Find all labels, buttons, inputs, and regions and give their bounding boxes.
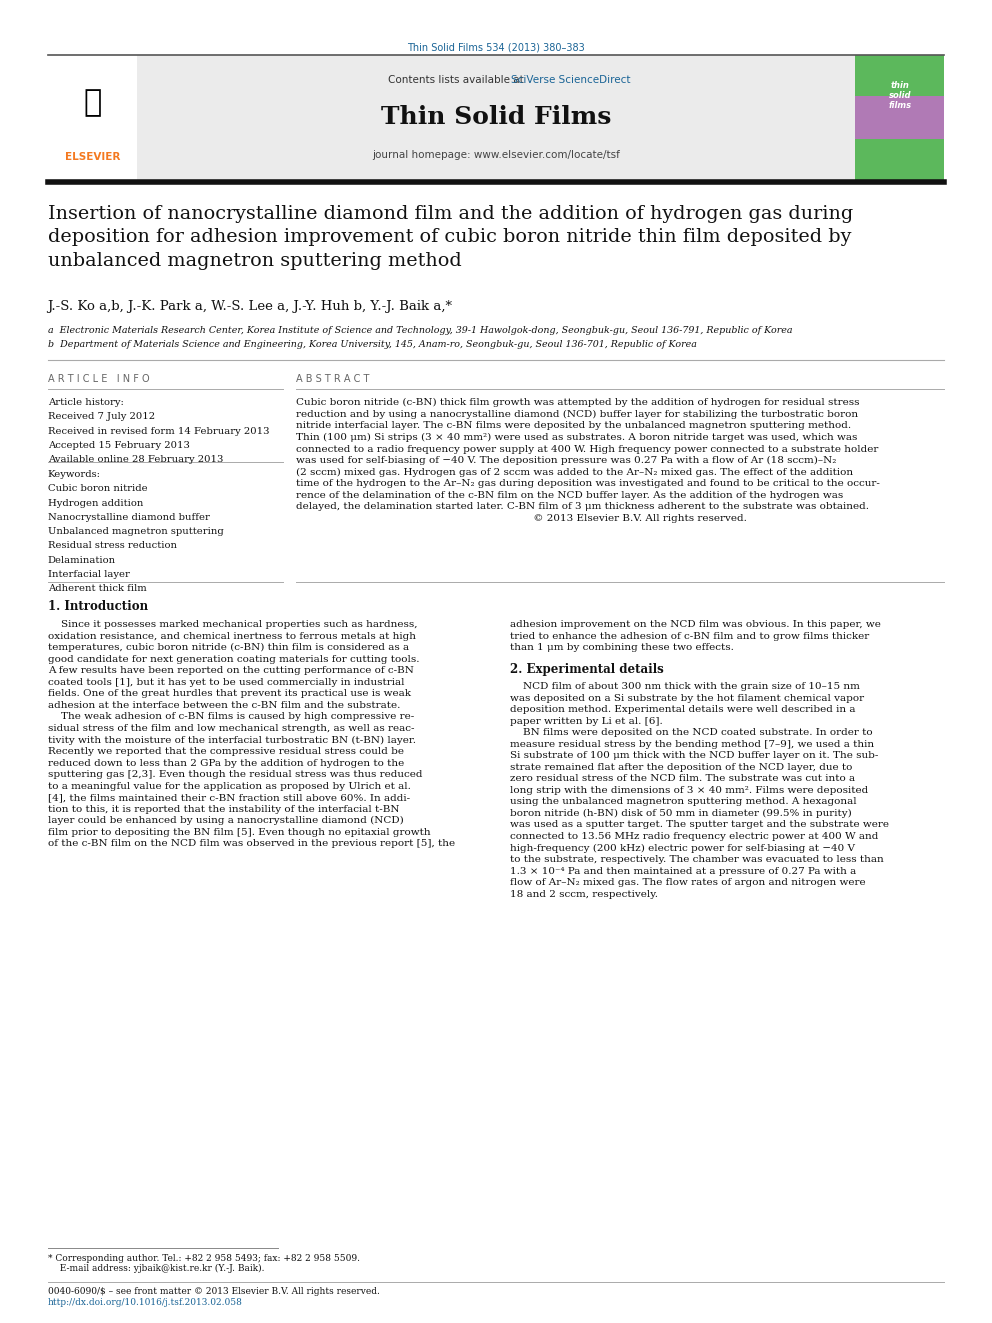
Text: Residual stress reduction: Residual stress reduction <box>48 541 177 550</box>
Text: E-mail address: yjbaik@kist.re.kr (Y.-J. Baik).: E-mail address: yjbaik@kist.re.kr (Y.-J.… <box>54 1263 264 1273</box>
Text: 2. Experimental details: 2. Experimental details <box>510 663 664 676</box>
Text: Available online 28 February 2013: Available online 28 February 2013 <box>48 455 223 464</box>
Text: Delamination: Delamination <box>48 556 116 565</box>
Text: adhesion improvement on the NCD film was obvious. In this paper, we
tried to enh: adhesion improvement on the NCD film was… <box>510 620 881 652</box>
Bar <box>855 56 944 97</box>
Text: Received in revised form 14 February 2013: Received in revised form 14 February 201… <box>48 426 269 435</box>
Bar <box>48 56 137 180</box>
Text: Thin Solid Films: Thin Solid Films <box>381 105 611 130</box>
Text: 1. Introduction: 1. Introduction <box>48 601 148 613</box>
Text: Nanocrystalline diamond buffer: Nanocrystalline diamond buffer <box>48 513 209 521</box>
Text: Unbalanced magnetron sputtering: Unbalanced magnetron sputtering <box>48 527 223 536</box>
Text: Hydrogen addition: Hydrogen addition <box>48 499 143 508</box>
Text: journal homepage: www.elsevier.com/locate/tsf: journal homepage: www.elsevier.com/locat… <box>372 149 620 160</box>
Bar <box>855 97 944 139</box>
Text: 🌲: 🌲 <box>83 89 101 116</box>
Text: Cubic boron nitride: Cubic boron nitride <box>48 484 147 493</box>
Text: * Corresponding author. Tel.: +82 2 958 5493; fax: +82 2 958 5509.: * Corresponding author. Tel.: +82 2 958 … <box>48 1254 360 1263</box>
Text: Article history:: Article history: <box>48 398 123 407</box>
Text: Cubic boron nitride (c-BN) thick film growth was attempted by the addition of hy: Cubic boron nitride (c-BN) thick film gr… <box>296 398 880 523</box>
Text: Received 7 July 2012: Received 7 July 2012 <box>48 413 155 421</box>
Text: ELSEVIER: ELSEVIER <box>64 152 120 163</box>
Text: SciVerse ScienceDirect: SciVerse ScienceDirect <box>511 75 630 85</box>
Text: A B S T R A C T: A B S T R A C T <box>296 374 369 384</box>
Text: Thin Solid Films 534 (2013) 380–383: Thin Solid Films 534 (2013) 380–383 <box>407 42 585 52</box>
Text: Accepted 15 February 2013: Accepted 15 February 2013 <box>48 441 189 450</box>
Text: Adherent thick film: Adherent thick film <box>48 585 147 593</box>
Text: http://dx.doi.org/10.1016/j.tsf.2013.02.058: http://dx.doi.org/10.1016/j.tsf.2013.02.… <box>48 1298 242 1307</box>
Text: 0040-6090/$ – see front matter © 2013 Elsevier B.V. All rights reserved.: 0040-6090/$ – see front matter © 2013 El… <box>48 1287 380 1297</box>
Text: A R T I C L E   I N F O: A R T I C L E I N F O <box>48 374 149 384</box>
Text: thin
solid
films: thin solid films <box>888 81 912 110</box>
Text: J.-S. Ko a,b, J.-K. Park a, W.-S. Lee a, J.-Y. Huh b, Y.-J. Baik a,*: J.-S. Ko a,b, J.-K. Park a, W.-S. Lee a,… <box>48 300 452 314</box>
Text: NCD film of about 300 nm thick with the grain size of 10–15 nm
was deposited on : NCD film of about 300 nm thick with the … <box>510 681 889 898</box>
Text: a  Electronic Materials Research Center, Korea Institute of Science and Technolo: a Electronic Materials Research Center, … <box>48 325 793 335</box>
Text: Interfacial layer: Interfacial layer <box>48 570 130 579</box>
Bar <box>855 139 944 180</box>
Text: Since it possesses marked mechanical properties such as hardness,
oxidation resi: Since it possesses marked mechanical pro… <box>48 620 454 848</box>
Text: Keywords:: Keywords: <box>48 470 100 479</box>
Text: b  Department of Materials Science and Engineering, Korea University, 145, Anam-: b Department of Materials Science and En… <box>48 340 696 349</box>
Text: Insertion of nanocrystalline diamond film and the addition of hydrogen gas durin: Insertion of nanocrystalline diamond fil… <box>48 205 853 270</box>
Bar <box>137 56 855 180</box>
Text: Contents lists available at: Contents lists available at <box>389 75 524 85</box>
